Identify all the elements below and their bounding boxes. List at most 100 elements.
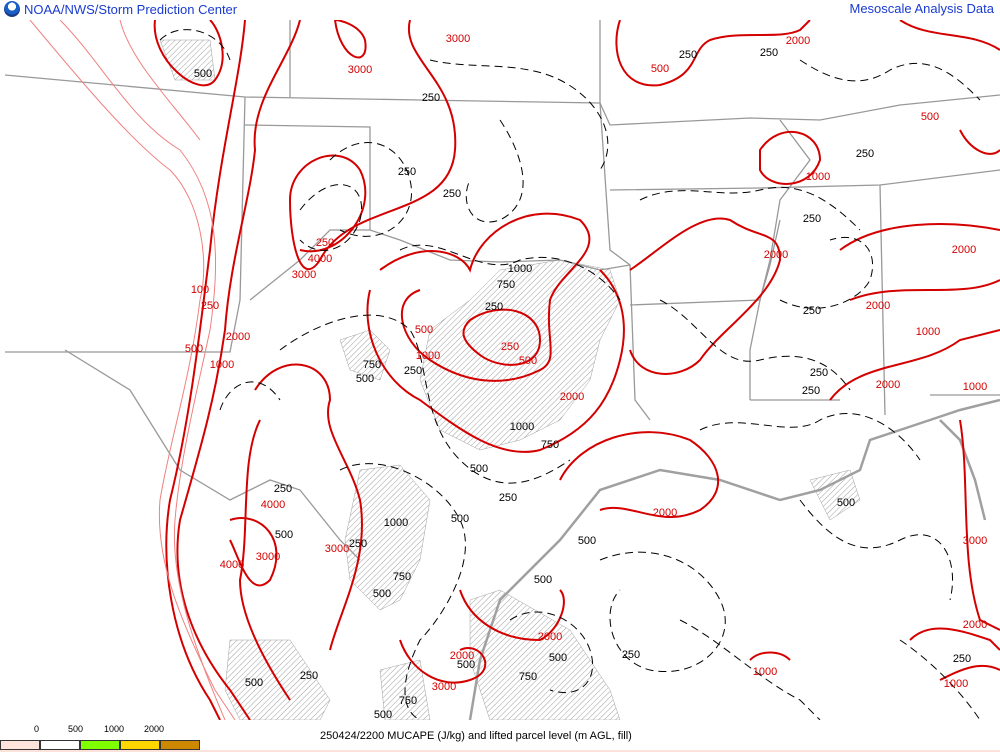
lpl-contour-label: 500 bbox=[451, 513, 469, 525]
lpl-contour-label: 1000 bbox=[384, 517, 408, 529]
lpl-contour-label: 750 bbox=[497, 279, 515, 291]
mucape-contour bbox=[615, 20, 811, 87]
mucape-contour-label: 3000 bbox=[292, 269, 316, 281]
mucape-contour-label: 3000 bbox=[348, 64, 372, 76]
legend-swatch bbox=[0, 740, 40, 750]
mucape-contour-label: 2000 bbox=[866, 300, 890, 312]
mucape-contour-label: 4000 bbox=[308, 253, 332, 265]
mucape-contour bbox=[366, 269, 625, 453]
lpl-contour-label: 500 bbox=[470, 463, 488, 475]
legend-swatch bbox=[80, 740, 120, 750]
mucape-contour-label: 1000 bbox=[916, 326, 940, 338]
lpl-contour-label: 750 bbox=[399, 695, 417, 707]
legend-label: 2000 bbox=[144, 724, 165, 734]
lpl-contour-label: 250 bbox=[443, 188, 461, 200]
lpl-contour bbox=[399, 244, 621, 301]
mucape-contour bbox=[459, 589, 565, 642]
lpl-contour-label: 750 bbox=[363, 359, 381, 371]
gulf-coastline bbox=[468, 398, 1000, 720]
mucape-contour-label: 3000 bbox=[432, 681, 456, 693]
mucape-contour bbox=[165, 20, 246, 720]
mucape-contour-label: 250 bbox=[501, 341, 519, 353]
lpl-labels: 5002502502502501000750250750500250100075… bbox=[194, 47, 971, 720]
lpl-contour-label: 250 bbox=[349, 538, 367, 550]
mucape-contour-label: 3000 bbox=[325, 543, 349, 555]
mucape-contour bbox=[749, 651, 791, 661]
lpl-contour-label: 500 bbox=[245, 677, 263, 689]
lpl-contour-label: 500 bbox=[374, 709, 392, 720]
lpl-contour-label: 500 bbox=[373, 588, 391, 600]
mucape-contour bbox=[899, 20, 1000, 51]
mucape-contour bbox=[559, 431, 719, 519]
lpl-fill-area bbox=[469, 589, 621, 720]
lpl-contour-label: 250 bbox=[622, 649, 640, 661]
mucape-contour bbox=[254, 363, 363, 651]
lpl-dashed-contours bbox=[159, 29, 981, 720]
mucape-contour-label: 500 bbox=[921, 111, 939, 123]
lpl-contour bbox=[509, 611, 594, 694]
mucape-contour-label: 100 bbox=[191, 284, 209, 296]
lpl-contour-label: 250 bbox=[856, 148, 874, 160]
mucape-contour bbox=[959, 419, 1000, 631]
lpl-contour-label: 500 bbox=[534, 574, 552, 586]
mucape-labels: 3000400030002000100050025010025050010002… bbox=[185, 33, 987, 693]
mucape-contour-label: 500 bbox=[519, 355, 537, 367]
mucape-contour-label: 2000 bbox=[963, 619, 987, 631]
lpl-contour-label: 250 bbox=[398, 166, 416, 178]
lpl-contour-label: 250 bbox=[810, 367, 828, 379]
lpl-contour-label: 500 bbox=[578, 535, 596, 547]
mucape-contour bbox=[238, 419, 291, 701]
lpl-contour-label: 500 bbox=[837, 497, 855, 509]
lpl-fill-area bbox=[809, 469, 861, 521]
lpl-contour bbox=[799, 59, 981, 101]
map-canvas: 3000400030002000100050025010025050010002… bbox=[4, 20, 1000, 720]
mucape-contour-label: 2000 bbox=[952, 244, 976, 256]
lpl-contour-label: 250 bbox=[485, 301, 503, 313]
lpl-contour-label: 250 bbox=[803, 213, 821, 225]
map-caption: 250424/2200 MUCAPE (J/kg) and lifted par… bbox=[320, 730, 632, 742]
mucape-contour-label: 250 bbox=[201, 300, 219, 312]
mucape-contour-label: 1000 bbox=[963, 381, 987, 393]
border-line bbox=[4, 74, 1000, 126]
mucape-contour bbox=[334, 20, 367, 59]
mucape-contour bbox=[849, 279, 1000, 301]
mucape-contour bbox=[462, 308, 542, 366]
mucape-contours bbox=[153, 20, 1000, 720]
legend-swatch bbox=[40, 740, 80, 750]
lpl-contour bbox=[639, 186, 861, 231]
lpl-contour-label: 250 bbox=[300, 670, 318, 682]
lpl-contour-label: 500 bbox=[457, 659, 475, 671]
mucape-contour-label: 2000 bbox=[764, 249, 788, 261]
political-borders bbox=[4, 20, 1000, 561]
header-left: NOAA/NWS/Storm Prediction Center bbox=[4, 1, 237, 17]
lpl-contour bbox=[465, 119, 524, 223]
mucape-contour-label: 4000 bbox=[220, 559, 244, 571]
lpl-contour bbox=[699, 413, 921, 461]
coast-line bbox=[939, 419, 987, 521]
mucape-contour-label: 2000 bbox=[653, 507, 677, 519]
header-title-right: Mesoscale Analysis Data bbox=[849, 1, 994, 16]
mucape-contour-label: 2000 bbox=[560, 391, 584, 403]
mucape-contour bbox=[288, 20, 457, 270]
legend-label: 500 bbox=[68, 724, 84, 734]
mucape-contour-label: 500 bbox=[185, 343, 203, 355]
lpl-contour bbox=[659, 299, 851, 391]
mucape-low-contour bbox=[119, 20, 201, 141]
mucape-contour bbox=[829, 329, 1000, 401]
lpl-contour-label: 250 bbox=[404, 365, 422, 377]
mucape-contour-label: 3000 bbox=[963, 535, 987, 547]
lpl-contour-label: 250 bbox=[760, 47, 778, 59]
legend-swatch bbox=[160, 740, 200, 750]
mucape-contour-label: 500 bbox=[651, 63, 669, 75]
mucape-contour bbox=[959, 129, 1000, 155]
lpl-fill-area bbox=[339, 329, 391, 381]
mucape-contour-label: 2000 bbox=[786, 35, 810, 47]
lpl-contour bbox=[429, 59, 609, 171]
mucape-contour bbox=[759, 131, 822, 185]
mucape-contour-label: 2000 bbox=[538, 631, 562, 643]
mucape-contour bbox=[399, 639, 487, 684]
mucape-contour-label: 2000 bbox=[226, 331, 250, 343]
lpl-contour bbox=[779, 236, 874, 309]
lpl-contour-label: 500 bbox=[356, 373, 374, 385]
mucape-contour bbox=[176, 20, 301, 720]
